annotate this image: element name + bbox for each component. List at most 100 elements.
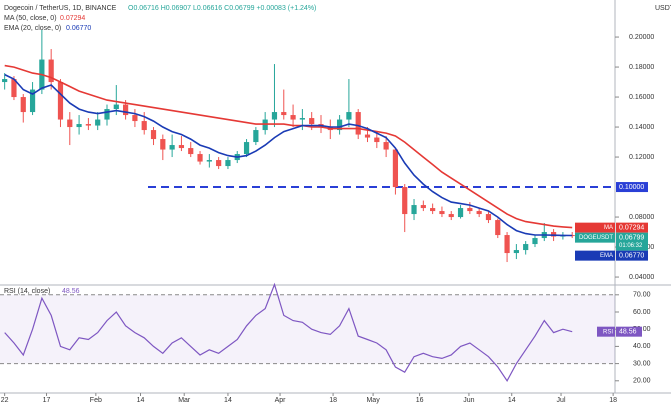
candle-body (290, 115, 296, 120)
candle-body (113, 104, 119, 110)
candle-body (439, 211, 445, 215)
rsi-line (4, 282, 573, 382)
x-tick-label: 14 (224, 397, 232, 404)
rsi-tag-name-box (597, 326, 615, 337)
price-tag-name-box (575, 250, 615, 261)
x-tick-label: 14 (137, 397, 145, 404)
x-tick-label: 16 (416, 397, 424, 404)
price-tag: DOGEUSDT 0.06799 01:06:32 (575, 232, 648, 251)
candle-body (123, 104, 129, 116)
candle-body (569, 235, 575, 237)
level-tag (616, 182, 648, 193)
y-tick-label: 0.18000 (629, 64, 654, 71)
price-tag-value: 0.07294 (619, 224, 644, 231)
candle-body (132, 115, 138, 122)
candle-body (253, 130, 259, 143)
price-tag-value: 0.06770 (619, 252, 644, 259)
candle-body (309, 118, 315, 125)
candle-body (48, 59, 54, 83)
x-tick-label: 14 (508, 397, 516, 404)
price-tag-name: EMA (600, 253, 613, 259)
candle-body (420, 205, 426, 209)
candle-body (243, 142, 250, 155)
x-tick-label: May (366, 397, 380, 404)
candle-body (271, 112, 278, 120)
y-tick-label: 0.14000 (629, 124, 654, 131)
y-tick-label: 0.16000 (629, 94, 654, 101)
candle-body (467, 208, 473, 212)
candle-body (104, 109, 110, 120)
indicator-line (4, 64, 573, 229)
candle-body (476, 211, 482, 215)
rsi-title: RSI (14, close) (4, 288, 50, 295)
x-tick-label: Jul (557, 397, 566, 404)
y-tick-label: 0.20000 (629, 34, 654, 41)
candle-body (346, 112, 352, 120)
y-tick-label: 0.04000 (629, 274, 654, 281)
y-tick-label: 70.00 (633, 292, 651, 299)
candle-body (20, 97, 26, 113)
candle-body (281, 112, 287, 116)
candle-body (383, 142, 389, 150)
candle-body (169, 145, 175, 150)
price-tag-box (616, 232, 648, 251)
candle-body (29, 89, 36, 113)
legend-name: MA (50, close, 0) (4, 15, 57, 22)
candle-body (2, 79, 8, 83)
candle-body (448, 214, 454, 218)
price-tag-name-box (575, 232, 615, 243)
y-tick-label: 60.00 (633, 309, 651, 316)
candle-body (402, 187, 408, 215)
x-tick-label: Feb (90, 397, 102, 404)
candle-body (550, 232, 557, 237)
x-tick-label: 18 (609, 397, 617, 404)
y-tick-label: 0.08000 (629, 214, 654, 221)
rsi-tag-name: RSI (603, 329, 613, 335)
price-tag: MA 0.07294 (575, 222, 648, 233)
candle-body (299, 118, 305, 120)
price-tag-box (616, 250, 648, 261)
x-tick-label: Jun (463, 397, 474, 404)
price-tag-name-box (575, 222, 615, 233)
candle-body (188, 148, 194, 155)
x-tick-label: 18 (329, 397, 337, 404)
price-tag-countdown: 01:06:32 (619, 243, 643, 249)
indicator-line (4, 73, 573, 237)
x-tick-label: 17 (43, 397, 51, 404)
candle-body (411, 205, 417, 215)
candle-body (364, 134, 371, 138)
candle-body (178, 145, 185, 149)
y-tick-label: 30.00 (633, 360, 651, 367)
candle-body (457, 208, 464, 218)
rsi-tag-value: 48.56 (619, 329, 637, 336)
x-tick-label: Apr (275, 397, 287, 404)
level-label: 0.10000 (619, 184, 644, 191)
candle-body (430, 208, 436, 212)
candle-body (374, 137, 380, 143)
candle-body (504, 235, 510, 254)
price-tag-box (616, 222, 648, 233)
rsi-band-fill (0, 294, 615, 364)
candle-body (225, 160, 231, 167)
candle-body (57, 82, 64, 120)
candle-body (216, 160, 222, 167)
y-tick-label: 0.12000 (629, 154, 654, 161)
candle-body (532, 238, 538, 245)
price-tag: EMA 0.06770 (575, 250, 648, 261)
x-tick-label: Mar (178, 397, 191, 404)
candle-body (485, 214, 492, 221)
candle-body (11, 79, 17, 98)
ohlc-readout: O0.06716 H0.06907 L0.06616 C0.06799 +0.0… (128, 5, 316, 12)
candle-body (197, 154, 203, 162)
axis-unit: USDT (655, 5, 671, 12)
candle-body (336, 119, 343, 131)
candle-body (141, 121, 147, 131)
legend-value: 0.07294 (60, 15, 85, 22)
legend-name: EMA (20, close, 0) (4, 25, 61, 32)
candle-body (76, 124, 82, 128)
x-tick-label: 22 (1, 397, 9, 404)
candle-body (355, 112, 361, 135)
candle-body (67, 119, 73, 128)
